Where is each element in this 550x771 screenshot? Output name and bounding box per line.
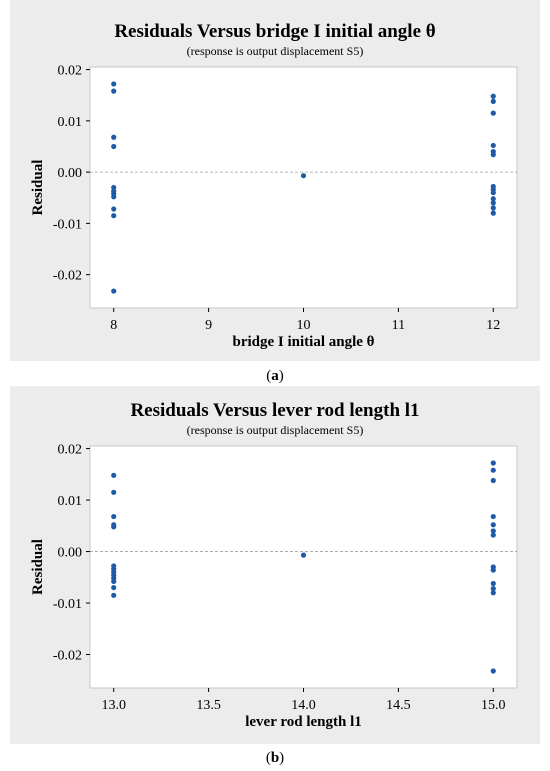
chart-a-x-tick-label: 10 <box>297 318 311 333</box>
chart-b-x-tick-label: 15.0 <box>481 698 506 713</box>
chart-b-y-tick-label: 0.00 <box>58 546 83 561</box>
chart-b-y-axis-label: Residual <box>30 539 46 595</box>
chart-b-data-point <box>111 472 117 478</box>
chart-a-y-tick-label: 0.00 <box>58 166 83 181</box>
chart-a-data-point <box>490 190 496 196</box>
chart-a-x-tick-label: 8 <box>110 318 117 333</box>
chart-b-data-point <box>490 477 496 484</box>
chart-a-x-tick-label: 9 <box>205 318 212 333</box>
chart-a-data-point <box>490 196 496 202</box>
chart-b-data-point <box>111 592 117 598</box>
chart-b-subtitle: (response is output displacement S5) <box>187 423 364 437</box>
chart-a-data-point <box>490 110 496 116</box>
chart-a-data-point <box>111 134 117 140</box>
chart-a-y-tick-label: -0.01 <box>53 217 82 232</box>
chart-b-data-point <box>490 580 496 587</box>
chart-b-data-point <box>490 522 496 528</box>
chart-b-plot-area <box>89 445 518 689</box>
chart-b-data-point <box>490 467 496 473</box>
chart-a-data-point <box>111 184 117 191</box>
chart-a-data-point <box>111 88 117 94</box>
chart-a-data-point <box>490 210 496 216</box>
chart-b-data-point <box>490 567 496 573</box>
chart-a-data-point <box>490 98 496 104</box>
chart-b-y-tick-label: -0.01 <box>53 597 82 612</box>
chart-b-y-tick-label: 0.01 <box>58 494 83 509</box>
chart-a-data-point <box>490 205 496 211</box>
chart-b-data-point <box>111 584 117 591</box>
chart-a-x-axis-label: bridge I initial angle θ <box>232 334 374 350</box>
chart-a-y-tick-label: -0.02 <box>53 269 82 284</box>
residual-plot-b: Residuals Versus lever rod length l1 (res… <box>30 400 518 730</box>
chart-b-x-tick-label: 14.5 <box>386 698 411 713</box>
chart-a-data-point <box>111 143 117 150</box>
chart-b-x-axis-label: lever rod length l1 <box>245 714 362 730</box>
chart-panel-a: Residuals Versus bridge I initial angle … <box>10 0 540 361</box>
chart-a-data-point <box>300 173 307 179</box>
caption-a: (a) <box>266 368 284 384</box>
chart-b-data-point <box>490 513 496 520</box>
chart-b-data-point <box>300 552 307 558</box>
chart-b-title: Residuals Versus lever rod length l1 <box>130 400 419 421</box>
chart-a-data-point <box>111 213 117 219</box>
chart-b-data-point <box>111 489 117 495</box>
chart-a-plot-area <box>89 66 518 309</box>
chart-a-y-tick-label: 0.02 <box>58 64 83 79</box>
chart-b-data-point <box>111 513 117 520</box>
chart-a-data-point <box>111 81 117 87</box>
chart-a-x-tick-label: 11 <box>392 318 405 333</box>
chart-a-title: Residuals Versus bridge I initial angle … <box>114 21 435 42</box>
chart-a-data-point <box>490 142 496 149</box>
chart-a-y-tick-label: 0.01 <box>58 115 83 130</box>
chart-b-data-point <box>490 590 496 596</box>
chart-b-y-tick-label: -0.02 <box>53 649 82 664</box>
chart-a-x-tick-label: 12 <box>486 318 500 333</box>
caption-a-letter: a <box>271 368 279 384</box>
chart-b-x-tick-label: 13.0 <box>101 698 126 713</box>
chart-a-y-axis-label: Residual <box>30 160 46 216</box>
chart-b-data-point <box>490 460 496 466</box>
chart-b-data-point <box>490 532 496 538</box>
chart-b-data-point <box>490 528 496 534</box>
residual-plot-a: Residuals Versus bridge I initial angle … <box>30 21 518 350</box>
chart-b-data-point <box>111 524 117 530</box>
chart-b-data-point <box>490 586 496 592</box>
caption-b: (b) <box>265 750 285 766</box>
caption-b-letter: b <box>270 750 280 766</box>
chart-a-subtitle: (response is output displacement S5) <box>187 44 364 58</box>
chart-a-data-point <box>490 152 496 158</box>
chart-a-data-point <box>490 93 496 99</box>
chart-a-data-point <box>111 288 117 294</box>
chart-a-data-point <box>111 206 117 212</box>
chart-b-data-point <box>111 578 117 585</box>
chart-a-data-point <box>111 194 117 200</box>
chart-a-data-point <box>490 200 496 206</box>
chart-b-y-tick-label: 0.02 <box>58 443 83 458</box>
chart-panel-b: Residuals Versus lever rod length l1 (res… <box>10 386 540 744</box>
chart-b-data-point <box>490 668 496 674</box>
chart-b-x-tick-label: 13.5 <box>196 698 221 713</box>
chart-b-x-tick-label: 14.0 <box>291 698 316 713</box>
